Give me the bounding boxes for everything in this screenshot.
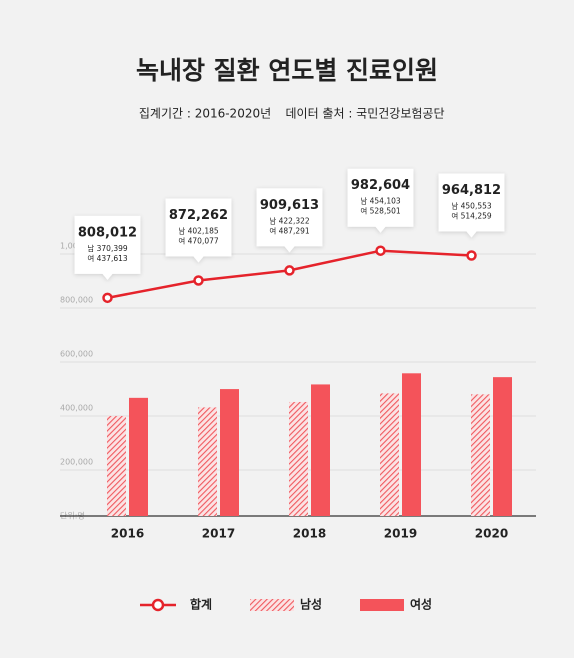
callout-detail: 남 402,185 (178, 226, 219, 235)
bar (380, 393, 399, 516)
bar (311, 384, 330, 516)
x-tick-label: 2020 (475, 527, 508, 541)
callout-detail: 여 470,077 (178, 235, 219, 245)
subtitle: 집계기간 : 2016-2020년 (139, 107, 271, 121)
subtitle: 데이터 출처 : 국민건강보험공단 (285, 107, 444, 121)
bar (471, 394, 490, 516)
callout-box (74, 215, 141, 280)
bar (402, 373, 421, 516)
legend-label: 남성 (300, 597, 322, 612)
line-point (284, 265, 295, 276)
x-tick-label: 2019 (384, 527, 417, 541)
callout-detail: 남 450,553 (451, 202, 492, 211)
line-point (193, 275, 204, 286)
bar (220, 389, 239, 516)
callout-total: 909,613 (260, 198, 319, 213)
callout-detail: 여 437,613 (87, 253, 128, 263)
y-tick-label: 600,000 (60, 350, 93, 359)
y-tick-label: 400,000 (60, 404, 93, 413)
legend-swatch (250, 599, 294, 611)
callout-detail: 남 422,322 (269, 216, 310, 225)
legend-label: 합계 (190, 597, 212, 612)
line-point (375, 245, 386, 256)
bar (129, 397, 148, 516)
callout-detail: 여 514,259 (451, 211, 492, 221)
line-point (466, 250, 477, 261)
chart-title: 녹내장 질환 연도별 진료인원 (136, 56, 438, 85)
legend-label: 여성 (410, 597, 432, 612)
callout-detail: 남 370,399 (87, 244, 128, 253)
callout-total: 982,604 (351, 178, 410, 193)
bar (289, 401, 308, 516)
y-tick-label: 200,000 (60, 458, 93, 467)
x-tick-label: 2018 (293, 527, 326, 541)
bar (493, 377, 512, 516)
callout-total: 872,262 (169, 208, 228, 223)
x-tick-label: 2017 (202, 527, 235, 541)
callout-total: 808,012 (78, 225, 137, 240)
bar (198, 407, 217, 516)
legend-marker (151, 598, 165, 612)
callout-detail: 여 528,501 (360, 206, 401, 216)
callout-box (165, 198, 232, 263)
line-point (102, 292, 113, 304)
callout-detail: 여 487,291 (269, 225, 310, 235)
x-tick-label: 2016 (111, 527, 144, 541)
callout-detail: 남 454,103 (360, 197, 401, 206)
y-tick-label: 800,000 (60, 296, 93, 305)
callout-box (438, 173, 505, 238)
callout-box (347, 168, 414, 233)
callout-total: 964,812 (442, 183, 501, 198)
callout-box (256, 188, 323, 253)
legend-swatch (360, 599, 404, 611)
bar (107, 415, 126, 516)
